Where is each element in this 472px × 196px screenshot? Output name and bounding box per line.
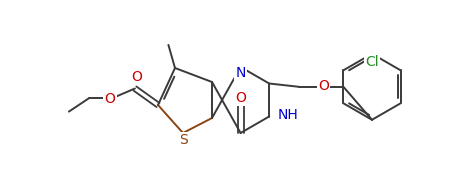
Text: O: O — [132, 70, 143, 83]
Text: O: O — [104, 92, 115, 106]
Text: N: N — [236, 66, 246, 80]
Text: Cl: Cl — [365, 55, 379, 69]
Text: S: S — [178, 133, 187, 147]
Text: O: O — [318, 79, 329, 93]
Text: O: O — [235, 91, 246, 105]
Text: NH: NH — [277, 107, 298, 122]
